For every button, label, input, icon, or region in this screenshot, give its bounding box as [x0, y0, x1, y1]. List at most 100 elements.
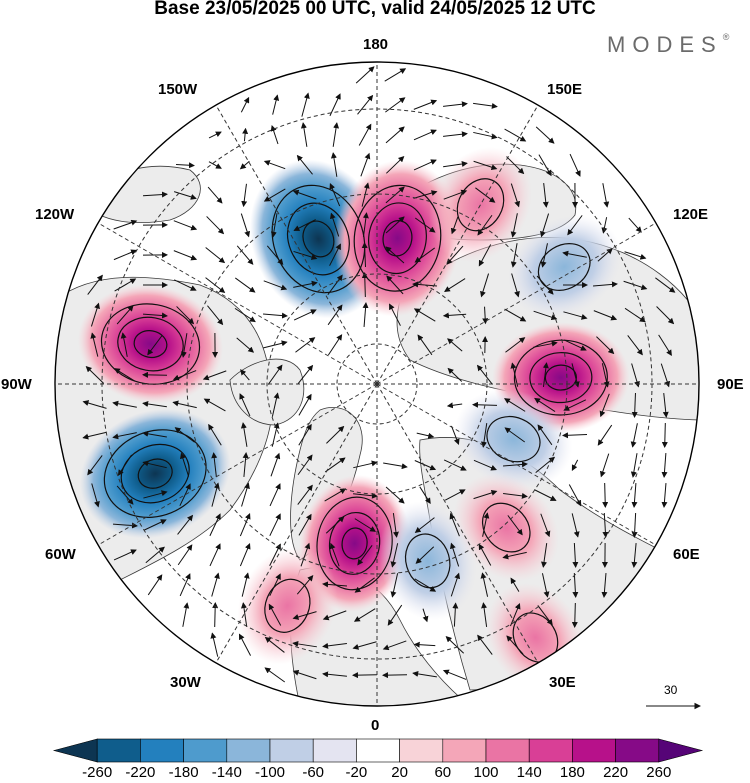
colorbar-swatch: [269, 738, 314, 763]
wind-vector: [207, 186, 223, 204]
colorbar-swatch: [399, 738, 444, 763]
wind-vector: [85, 365, 104, 384]
lon-label-150e: 150E: [547, 81, 583, 98]
colorbar-swatch: [572, 738, 616, 763]
wind-vector: [442, 312, 467, 319]
wind-vector: [450, 572, 461, 597]
wind-vector: [572, 542, 579, 568]
lon-label-150w: 150W: [158, 81, 198, 98]
colorbar-tick-label: -100: [254, 764, 286, 781]
wind-vector: [173, 279, 197, 291]
wind-vector: [242, 452, 249, 477]
wind-vector: [624, 307, 646, 323]
wind-vector: [236, 245, 254, 265]
wind-vector: [120, 332, 128, 357]
wind-vector: [384, 68, 407, 82]
wind-vector: [208, 423, 222, 446]
colorbar-swatch: [442, 738, 487, 763]
wind-vector: [596, 336, 615, 355]
wind-vector: [534, 489, 557, 501]
wind-vector: [504, 128, 527, 142]
wind-vector: [238, 633, 252, 656]
wind-vector: [269, 513, 281, 537]
wind-vector: [297, 364, 314, 385]
wind-vector: [414, 578, 437, 592]
wind-vector: [413, 308, 436, 322]
wind-vector: [599, 453, 610, 478]
wind-vector: [630, 423, 638, 448]
wind-vector: [296, 154, 313, 175]
wind-vector: [443, 189, 468, 200]
colorbar-swatch: [52, 738, 98, 763]
wind-vector: [655, 277, 676, 293]
wind-vector: [412, 670, 437, 678]
wind-vector: [392, 513, 399, 538]
wind-vector: [143, 519, 167, 531]
meridian-line: [376, 383, 657, 546]
wind-vector: [212, 602, 219, 628]
wind-vector: [145, 546, 165, 564]
wind-vector: [662, 393, 669, 418]
wind-vector: [446, 245, 464, 265]
wind-vector: [113, 249, 138, 261]
wind-vector: [443, 459, 467, 471]
wind-vector: [661, 422, 668, 448]
wind-vector: [300, 122, 308, 147]
wind-vector: [443, 131, 468, 138]
wind-vector: [239, 393, 251, 417]
colorbar-tick-label: 180: [559, 764, 585, 781]
wind-vector: [174, 427, 195, 443]
wind-vector: [209, 513, 221, 537]
wind-vector: [537, 424, 553, 446]
wind-vector: [361, 242, 368, 268]
wind-vector: [390, 573, 399, 598]
wind-vector: [597, 424, 613, 446]
wind-vector: [90, 302, 100, 327]
wind-vector: [354, 518, 377, 532]
wind-vector: [112, 400, 137, 408]
colorbar-swatch: [356, 738, 400, 763]
wind-vector: [541, 543, 548, 568]
wind-vector: [658, 334, 672, 357]
wind-vector: [355, 66, 375, 84]
wind-vector: [601, 363, 610, 388]
wind-vector: [180, 452, 190, 477]
wind-vector: [263, 340, 288, 349]
wind-vector: [422, 608, 429, 623]
wind-vector: [353, 608, 376, 622]
wind-vector: [602, 482, 609, 508]
wind-vector: [510, 213, 518, 238]
colorbar-swatch: [615, 738, 660, 763]
wind-vector: [269, 543, 281, 566]
wind-vector: [324, 457, 346, 473]
wind-vector: [142, 401, 167, 408]
wind-vector: [322, 671, 347, 678]
wind-vector: [510, 577, 520, 592]
wind-vector: [324, 488, 347, 502]
wind-vector: [473, 490, 498, 500]
wind-vector: [87, 274, 103, 295]
wind-vector: [297, 454, 313, 476]
wind-vector: [385, 246, 405, 264]
wind-vector: [239, 160, 250, 170]
wind-vector: [510, 362, 519, 387]
wind-vector: [113, 219, 138, 230]
anomaly-contour: [100, 303, 201, 385]
wind-vector: [173, 191, 197, 200]
reference-vector-label: 30: [664, 683, 678, 697]
anomaly-shading: [77, 147, 630, 693]
wind-vector: [602, 183, 610, 208]
wind-vector: [293, 219, 316, 231]
wind-vector: [415, 546, 435, 564]
wind-vector: [571, 363, 580, 388]
wind-vector: [322, 610, 347, 621]
wind-vector: [207, 305, 224, 326]
wind-vector: [627, 335, 643, 356]
wind-vector: [143, 490, 168, 499]
wind-vector: [270, 213, 278, 238]
wind-vector: [293, 280, 318, 288]
wind-vector: [292, 611, 317, 620]
wind-vector: [413, 641, 436, 648]
wind-vector: [263, 280, 288, 291]
wind-vector: [234, 277, 256, 293]
